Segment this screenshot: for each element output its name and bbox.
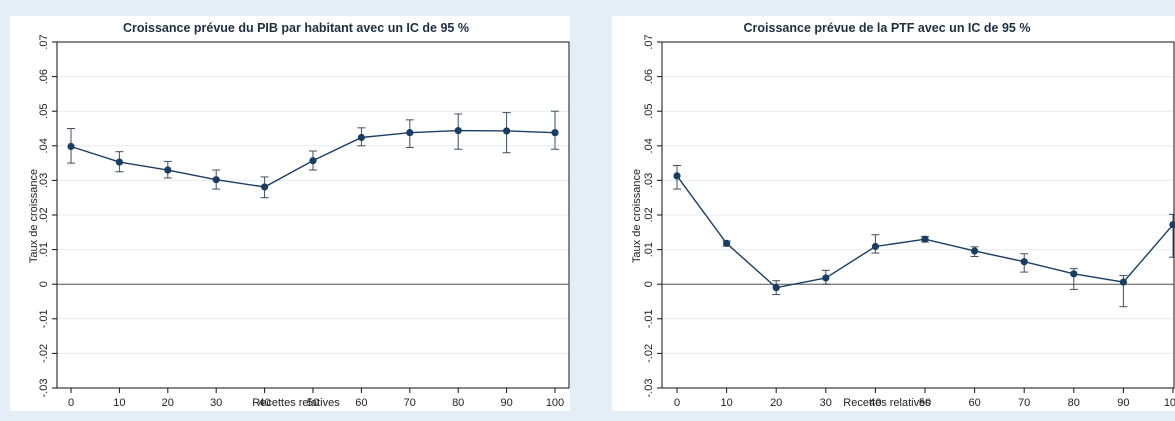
y-tick-label: 0: [38, 281, 50, 287]
y-tick-label: .05: [38, 104, 50, 119]
data-point: [454, 126, 462, 135]
data-point: [1020, 258, 1028, 266]
x-tick-label: 100: [1164, 397, 1175, 409]
y-tick-label: .02: [38, 207, 50, 222]
y-tick-label: .06: [643, 69, 655, 84]
data-point: [551, 129, 559, 137]
y-tick-label: .07: [643, 34, 655, 49]
plot-frame: [661, 41, 1175, 389]
x-tick-label: 60: [355, 397, 367, 409]
x-tick-label: 30: [210, 397, 222, 409]
data-point: [822, 274, 830, 282]
x-tick-label: 80: [1068, 397, 1080, 409]
series-line: [676, 175, 1174, 289]
y-axis-title: Taux de croissance: [28, 169, 40, 263]
y-tick-label: .01: [643, 242, 655, 257]
x-tick-label: 70: [404, 397, 416, 409]
y-tick-label: .04: [643, 138, 655, 153]
y-tick-label: .06: [38, 69, 50, 84]
y-tick-label: .03: [38, 173, 50, 188]
y-tick-label: .03: [643, 173, 655, 188]
data-point: [871, 242, 879, 251]
data-point: [212, 176, 220, 184]
x-tick-label: 50: [307, 397, 319, 409]
y-tick-label: .01: [38, 242, 50, 257]
y-tick-label: .04: [38, 138, 50, 153]
x-tick-label: 40: [258, 397, 270, 409]
tfp-growth-chart: Croissance prévue de la PTF avec un IC d…: [631, 21, 1175, 409]
data-point: [67, 142, 75, 151]
y-tick-label: -.01: [38, 309, 50, 328]
y-axis-title: Taux de croissance: [631, 169, 643, 263]
data-point: [1119, 278, 1127, 286]
data-point: [115, 158, 123, 166]
y-tick-label: .05: [643, 104, 655, 119]
data-point: [673, 172, 681, 180]
data-point: [357, 133, 365, 142]
data-point: [164, 166, 172, 174]
x-tick-label: 90: [1117, 397, 1129, 409]
data-point: [503, 127, 511, 135]
y-tick-label: -.03: [643, 379, 655, 398]
y-tick-label: -.01: [643, 309, 655, 328]
x-tick-label: 50: [919, 397, 931, 409]
x-tick-label: 30: [820, 397, 832, 409]
x-tick-label: 10: [720, 397, 732, 409]
x-tick-label: 40: [869, 397, 881, 409]
x-tick-label: 0: [68, 397, 74, 409]
y-tick-label: -.03: [38, 379, 50, 398]
x-tick-label: 10: [113, 397, 125, 409]
y-tick-label: -.02: [643, 344, 655, 363]
x-tick-label: 20: [162, 397, 174, 409]
x-axis-title: Recettes relatives: [252, 397, 340, 409]
data-point: [406, 129, 414, 137]
chart-panel-tfp: Croissance prévue de la PTF avec un IC d…: [612, 16, 1175, 411]
data-point: [971, 247, 979, 255]
x-tick-label: 70: [1018, 397, 1030, 409]
y-tick-label: .07: [38, 34, 50, 49]
x-axis-title: Recettes relatives: [843, 397, 931, 409]
x-tick-label: 90: [500, 397, 512, 409]
data-point: [1070, 270, 1078, 278]
gdp-growth-chart: Croissance prévue du PIB par habitant av…: [28, 21, 570, 409]
chart-title: Croissance prévue de la PTF avec un IC d…: [744, 21, 1031, 35]
x-tick-label: 80: [452, 397, 464, 409]
data-point: [772, 284, 780, 292]
data-point: [723, 239, 731, 247]
data-point: [1169, 221, 1175, 229]
y-tick-label: 0: [643, 281, 655, 287]
x-tick-label: 60: [968, 397, 980, 409]
data-point: [921, 235, 929, 243]
chart-title: Croissance prévue du PIB par habitant av…: [123, 21, 469, 35]
data-point: [261, 183, 269, 191]
x-tick-label: 0: [674, 397, 680, 409]
y-tick-label: .02: [643, 207, 655, 222]
y-tick-label: -.02: [38, 344, 50, 363]
chart-panel-gdp: Croissance prévue du PIB par habitant av…: [10, 16, 570, 411]
x-tick-label: 20: [770, 397, 782, 409]
x-tick-label: 100: [546, 397, 564, 409]
data-point: [309, 157, 317, 165]
